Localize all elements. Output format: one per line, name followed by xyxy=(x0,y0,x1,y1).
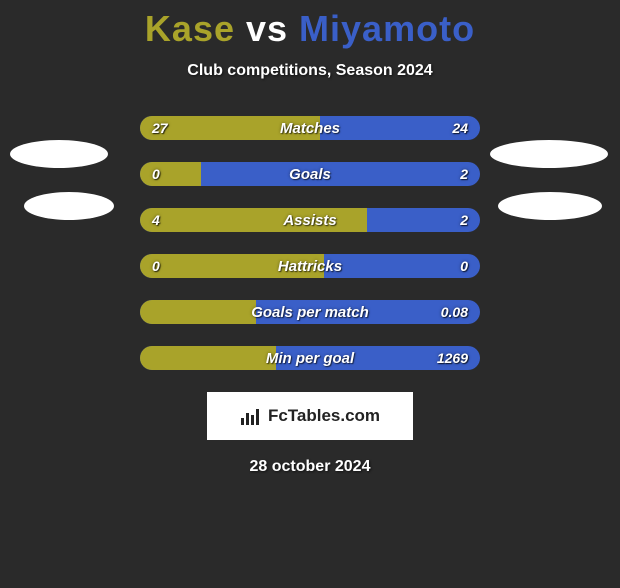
branding-text: FcTables.com xyxy=(268,406,380,426)
bars-container: Matches2724 Goals02 Assists42 Hattricks00 Go… xyxy=(140,116,480,370)
bar-value-right: 1269 xyxy=(437,346,468,370)
bar-row: Goals02 xyxy=(140,162,480,186)
bar-fill-left xyxy=(140,300,256,324)
avatar-left-2 xyxy=(24,192,114,220)
title-vs: vs xyxy=(246,8,299,49)
bar-row: Hattricks00 xyxy=(140,254,480,278)
avatar-left-1 xyxy=(10,140,108,168)
bar-value-right: 0 xyxy=(460,254,468,278)
bar-row: Min per goal1269 xyxy=(140,346,480,370)
bar-row: Matches2724 xyxy=(140,116,480,140)
subtitle: Club competitions, Season 2024 xyxy=(0,62,620,80)
title-player2: Miyamoto xyxy=(299,8,475,49)
bar-fill-left xyxy=(140,254,324,278)
page-title: Kase vs Miyamoto xyxy=(0,8,620,50)
bar-fill-left xyxy=(140,346,276,370)
bar-row: Goals per match0.08 xyxy=(140,300,480,324)
footer-date: 28 october 2024 xyxy=(0,458,620,476)
bar-value-right: 2 xyxy=(460,162,468,186)
bar-fill-left xyxy=(140,162,201,186)
bar-value-right: 0.08 xyxy=(441,300,468,324)
bar-row: Assists42 xyxy=(140,208,480,232)
bar-fill-left xyxy=(140,116,320,140)
chart-area: Matches2724 Goals02 Assists42 Hattricks00 Go… xyxy=(0,116,620,476)
bar-value-right: 24 xyxy=(452,116,468,140)
avatar-right-2 xyxy=(498,192,602,220)
bars-icon xyxy=(240,406,262,426)
bar-value-right: 2 xyxy=(460,208,468,232)
avatar-right-1 xyxy=(490,140,608,168)
branding-box: FcTables.com xyxy=(207,392,413,440)
bar-fill-left xyxy=(140,208,367,232)
title-player1: Kase xyxy=(145,8,235,49)
